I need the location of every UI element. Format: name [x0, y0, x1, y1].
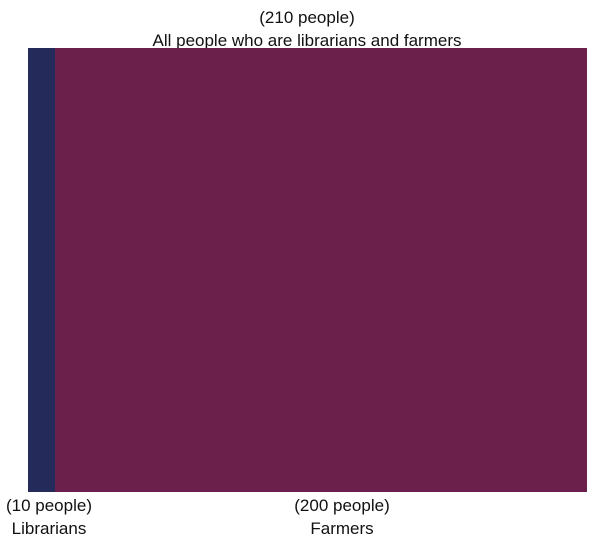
total-count-label: (210 people): [259, 8, 355, 27]
farmers-name: Farmers: [310, 519, 374, 538]
librarians-name: Librarians: [11, 519, 87, 538]
farmers-count: (200 people): [294, 496, 390, 515]
librarians-label: (10 people) Librarians: [0, 494, 98, 540]
librarians-bar: [28, 48, 55, 492]
farmers-label: (200 people) Farmers: [262, 494, 422, 540]
farmers-bar: [55, 48, 587, 492]
total-description-label: All people who are librarians and farmer…: [152, 31, 462, 50]
diagram-title: (210 people) All people who are libraria…: [0, 6, 598, 52]
librarians-count: (10 people): [5, 496, 92, 515]
